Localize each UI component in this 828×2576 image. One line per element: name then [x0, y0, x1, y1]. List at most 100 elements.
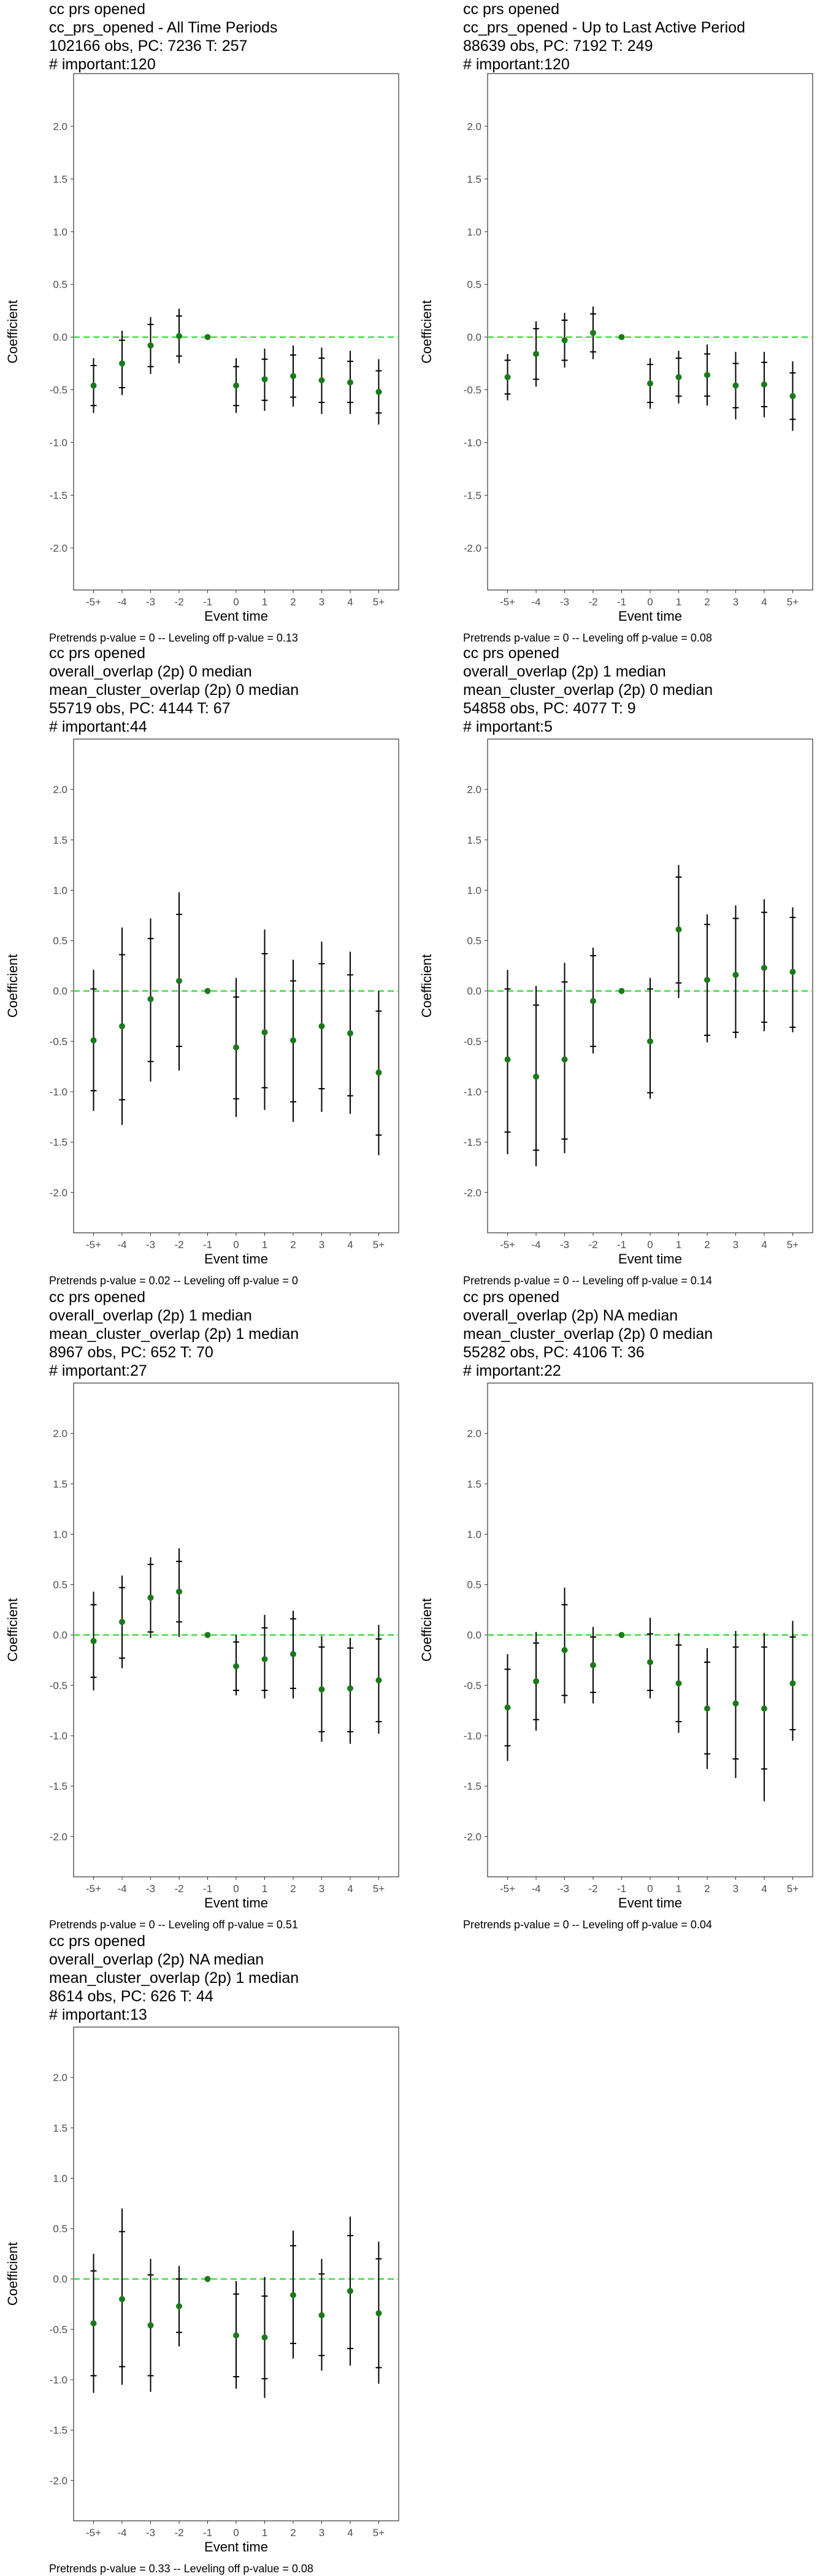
- x-tick-label: -1: [617, 1883, 626, 1895]
- y-tick-label: 1.0: [53, 1528, 67, 1540]
- x-tick-label: 1: [676, 1239, 681, 1251]
- x-axis-title: Event time: [618, 1251, 682, 1267]
- estimate-point: [147, 1594, 154, 1601]
- x-tick-label: 0: [647, 1883, 653, 1895]
- estimate-point: [618, 987, 625, 994]
- x-tick-label: 4: [761, 596, 767, 608]
- y-tick-label: 0.0: [467, 332, 481, 343]
- x-tick-label: 1: [262, 2527, 267, 2539]
- estimate-point: [347, 1030, 353, 1037]
- estimate-point: [233, 1044, 239, 1051]
- estimate-point: [119, 1619, 126, 1625]
- x-tick-label: -5+: [500, 1239, 515, 1251]
- x-tick-label: 2: [290, 1883, 296, 1895]
- estimate-point: [789, 393, 796, 399]
- y-tick-label: 0.0: [53, 332, 67, 343]
- x-tick-label: 5+: [373, 596, 385, 608]
- estimate-point: [176, 1589, 183, 1595]
- title-line: cc prs opened: [463, 645, 560, 662]
- y-tick-label: -0.5: [464, 385, 481, 396]
- title-line: # important:5: [463, 718, 553, 735]
- estimate-point: [761, 381, 767, 388]
- y-tick-label: -1.0: [50, 437, 67, 448]
- y-tick-label: 0.5: [467, 935, 481, 947]
- estimate-point: [375, 2310, 382, 2317]
- x-tick-label: -1: [617, 1239, 626, 1251]
- title-line: mean_cluster_overlap (2p) 0 median: [463, 681, 713, 699]
- x-tick-label: 2: [290, 596, 296, 608]
- y-tick-label: 0.5: [53, 2223, 67, 2235]
- estimate-point: [732, 382, 739, 389]
- x-tick-label: -3: [146, 1239, 155, 1251]
- y-tick-label: -0.5: [464, 1680, 481, 1692]
- x-tick-label: 5+: [373, 2527, 385, 2539]
- estimate-point: [119, 1023, 126, 1030]
- y-tick-label: -1.5: [50, 1781, 67, 1792]
- estimate-point: [204, 334, 211, 340]
- estimate-point: [375, 1677, 382, 1684]
- y-tick-label: -0.5: [50, 1680, 67, 1692]
- x-tick-label: -4: [531, 1883, 540, 1895]
- y-tick-label: 2.0: [53, 121, 67, 132]
- x-tick-label: 2: [704, 1883, 710, 1895]
- x-tick-label: 5+: [787, 596, 799, 608]
- x-tick-label: -2: [174, 1239, 183, 1251]
- estimate-point: [732, 972, 739, 978]
- y-tick-label: -0.5: [50, 1036, 67, 1048]
- title-line: cc_prs_opened - Up to Last Active Period: [463, 19, 745, 36]
- y-tick-label: 1.0: [467, 226, 481, 238]
- event-study-panel-1: cc prs opened cc_prs_opened - All Time P…: [0, 0, 402, 644]
- x-tick-label: 1: [262, 596, 267, 608]
- estimate-point: [375, 1069, 382, 1076]
- title-line: overall_overlap (2p) NA median: [49, 1951, 264, 1968]
- title-line: # important:13: [49, 2006, 147, 2023]
- y-tick-label: -1.5: [50, 2425, 67, 2436]
- x-tick-label: 5+: [373, 1883, 385, 1895]
- x-tick-label: 0: [647, 596, 653, 608]
- x-axis-title: Event time: [204, 1895, 268, 1911]
- event-study-panel-3: cc prs opened overall_overlap (2p) 0 med…: [0, 644, 402, 1288]
- plot-frame: [73, 73, 399, 591]
- y-tick-label: 0.5: [467, 279, 481, 291]
- y-tick-label: -1.0: [50, 1086, 67, 1098]
- event-study-panel-2: cc prs opened cc_prs_opened - Up to Last…: [414, 0, 816, 644]
- y-tick-label: -1.5: [50, 489, 67, 501]
- estimate-point: [647, 1038, 653, 1045]
- estimate-point: [119, 2296, 126, 2302]
- estimate-point: [233, 2332, 239, 2339]
- y-tick-label: -1.5: [464, 489, 481, 501]
- x-axis-title: Event time: [204, 608, 268, 624]
- estimate-point: [504, 1056, 511, 1063]
- x-tick-label: -2: [174, 2527, 183, 2539]
- estimate-point: [147, 995, 154, 1002]
- title-line: # important:120: [49, 56, 156, 73]
- y-tick-label: -1.0: [464, 1086, 481, 1098]
- p-value-caption: Pretrends p-value = 0.02 -- Leveling off…: [49, 1275, 298, 1287]
- y-tick-label: -0.5: [464, 1036, 481, 1048]
- x-tick-label: -1: [203, 2527, 212, 2539]
- y-tick-label: 2.0: [53, 2072, 67, 2083]
- estimate-point: [289, 2292, 296, 2298]
- estimate-point: [176, 2303, 183, 2310]
- estimate-point: [204, 987, 211, 994]
- title-line: cc prs opened: [49, 645, 146, 662]
- title-line: cc_prs_opened - All Time Periods: [49, 19, 278, 36]
- estimate-point: [147, 342, 154, 349]
- y-tick-label: 1.5: [467, 174, 481, 185]
- title-line: 54858 obs, PC: 4077 T: 9: [463, 700, 636, 717]
- x-tick-label: 4: [761, 1883, 767, 1895]
- estimate-point: [289, 1037, 296, 1044]
- title-line: cc prs opened: [49, 1289, 146, 1306]
- x-tick-label: -4: [531, 596, 540, 608]
- p-value-caption: Pretrends p-value = 0 -- Leveling off p-…: [49, 632, 298, 644]
- x-tick-label: 4: [347, 2527, 353, 2539]
- event-study-plot: -2.0 -1.5 -1.0 -0.5 0.0 0.5 1.0 1.5 2.0 -5+ -4 -3 -2…: [419, 1382, 813, 1911]
- estimate-point: [318, 377, 325, 384]
- estimate-point: [533, 1678, 540, 1685]
- x-tick-label: 3: [733, 1239, 738, 1251]
- x-tick-label: 1: [262, 1239, 267, 1251]
- x-tick-label: -2: [588, 596, 597, 608]
- x-tick-label: 3: [319, 1239, 324, 1251]
- estimate-point: [618, 1631, 625, 1638]
- estimate-point: [261, 376, 268, 383]
